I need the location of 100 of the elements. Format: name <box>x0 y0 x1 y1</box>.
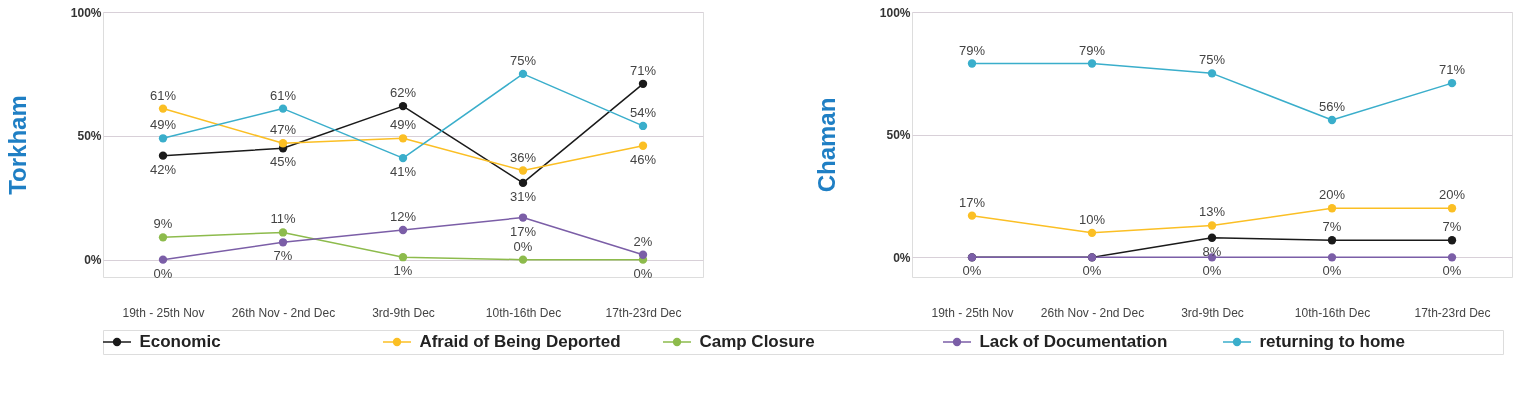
point <box>158 134 168 143</box>
x-tick-label: 17th-23rd Dec <box>1414 305 1491 320</box>
point <box>1327 204 1337 213</box>
data-label: 75% <box>509 52 537 68</box>
data-label: 0% <box>1322 263 1342 279</box>
y-tick-label: 100% <box>879 5 911 20</box>
data-label: 31% <box>509 188 537 204</box>
y-axis-title: Chaman <box>812 97 840 193</box>
x-tick-label: 26th Nov - 2nd Dec <box>1040 305 1145 320</box>
x-tick-label: 10th-16th Dec <box>1294 305 1371 320</box>
data-label: 11% <box>270 211 296 227</box>
x-tick-label: 10th-16th Dec <box>485 305 562 320</box>
point <box>398 153 408 163</box>
data-label: 7% <box>1322 219 1342 235</box>
point <box>1447 236 1457 245</box>
point <box>518 69 528 79</box>
point <box>398 225 408 235</box>
data-label: 42% <box>149 161 177 177</box>
data-label: 17% <box>958 194 986 210</box>
data-label: 20% <box>1318 187 1346 203</box>
x-tick-label: 19th - 25th Nov <box>931 305 1014 320</box>
point <box>518 213 528 222</box>
data-label: 61% <box>149 87 177 103</box>
point <box>1327 253 1337 262</box>
y-tick-label: 50% <box>77 129 102 144</box>
data-label: 54% <box>629 104 657 120</box>
legend-label: Lack of Documentation <box>979 332 1168 351</box>
x-tick-label: 3rd-9th Dec <box>1181 305 1244 320</box>
point <box>398 101 408 111</box>
point <box>1207 69 1217 78</box>
data-label: 0% <box>153 265 173 281</box>
point <box>278 238 288 247</box>
x-tick-label: 3rd-9th Dec <box>372 305 435 320</box>
data-label: 8% <box>1202 243 1222 259</box>
point <box>1087 228 1097 238</box>
data-label: 0% <box>633 265 653 281</box>
data-label: 0% <box>1442 263 1462 279</box>
data-label: 0% <box>1202 263 1222 279</box>
data-label: 47% <box>269 122 297 138</box>
point <box>1327 236 1337 245</box>
data-label: 7% <box>273 248 293 264</box>
point <box>638 121 648 131</box>
data-label: 2% <box>633 233 653 249</box>
point <box>1447 253 1457 262</box>
point <box>158 151 168 160</box>
point <box>967 211 977 220</box>
point <box>278 228 288 237</box>
point <box>1447 78 1457 88</box>
data-label: 75% <box>1198 52 1226 68</box>
x-tick-label: 19th - 25th Nov <box>122 305 205 320</box>
point <box>518 255 528 264</box>
point <box>518 178 528 188</box>
data-label: 0% <box>513 238 533 254</box>
point <box>518 166 528 175</box>
point <box>638 79 648 88</box>
data-label: 45% <box>269 154 297 170</box>
data-label: 49% <box>389 117 417 133</box>
legend-label: Afraid of Being Deported <box>419 332 621 351</box>
point <box>278 104 288 113</box>
data-label: 79% <box>1078 42 1106 58</box>
data-label: 62% <box>389 85 417 101</box>
point <box>158 233 168 242</box>
legend-label: Camp Closure <box>699 332 815 351</box>
data-label: 1% <box>393 263 413 279</box>
point <box>158 255 168 264</box>
data-label: 13% <box>1198 204 1226 220</box>
data-label: 36% <box>509 149 537 165</box>
data-label: 10% <box>1078 211 1106 227</box>
y-tick-label: 0% <box>893 250 911 265</box>
x-tick-label: 26th Nov - 2nd Dec <box>231 305 336 320</box>
data-label: 56% <box>1318 98 1346 114</box>
y-tick-label: 0% <box>84 253 102 268</box>
data-label: 71% <box>629 62 657 78</box>
data-label: 0% <box>1082 263 1102 279</box>
point <box>398 134 408 143</box>
x-tick-label: 17th-23rd Dec <box>605 305 682 320</box>
point <box>398 253 408 262</box>
point <box>638 141 648 150</box>
point <box>1087 59 1097 68</box>
data-label: 20% <box>1438 187 1466 203</box>
point <box>1327 115 1337 125</box>
data-label: 41% <box>389 164 417 180</box>
data-label: 46% <box>629 151 657 167</box>
data-label: 17% <box>509 223 537 239</box>
data-label: 61% <box>269 87 297 103</box>
point <box>1447 204 1457 213</box>
data-label: 71% <box>1438 62 1466 78</box>
y-tick-label: 100% <box>70 5 102 20</box>
data-label: 49% <box>149 117 177 133</box>
y-tick-label: 50% <box>886 128 911 143</box>
point <box>158 104 168 113</box>
point <box>1207 221 1217 230</box>
data-label: 7% <box>1442 219 1462 235</box>
data-label: 0% <box>962 263 982 279</box>
legend-label: Economic <box>139 332 221 351</box>
legend-label: returning to home <box>1259 332 1405 351</box>
data-label: 79% <box>958 42 986 58</box>
point <box>1207 233 1217 242</box>
point <box>967 59 977 68</box>
point <box>278 139 288 148</box>
